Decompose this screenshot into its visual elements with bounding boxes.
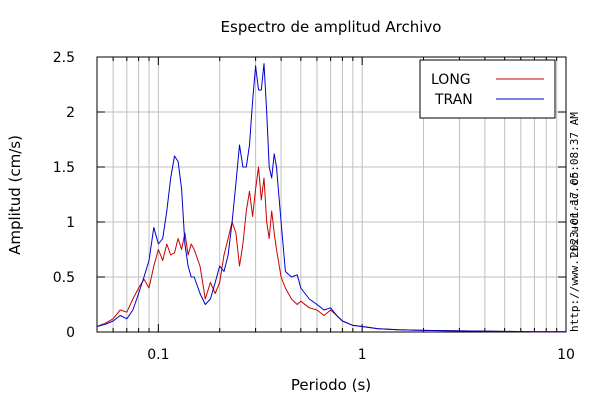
axis-ticks: 0 0.5 1 1.5 2 2.5 0.1 1 10 [53, 50, 575, 363]
y-tick-label: 1.5 [53, 160, 75, 176]
series-line-tran [96, 63, 567, 333]
y-tick-label: 0 [66, 325, 75, 341]
legend: LONG TRAN [419, 59, 556, 119]
x-tick-label: 0.1 [147, 347, 169, 363]
legend-box [419, 59, 556, 119]
y-axis-label: Amplitud (cm/s) [6, 135, 24, 255]
legend-label-long: LONG [431, 72, 471, 88]
chart-title: Espectro de amplitud Archivo [221, 18, 442, 36]
legend-label-tran: TRAN [434, 92, 473, 108]
y-tick-label: 2.5 [53, 50, 75, 66]
timestamp-label: 2023-01-17 05:08:37 AM [568, 112, 581, 258]
series-lines [96, 63, 567, 333]
y-tick-label: 2 [66, 105, 75, 121]
x-axis-label: Periodo (s) [291, 376, 371, 394]
y-tick-label: 0.5 [53, 270, 75, 286]
x-tick-label: 1 [358, 347, 367, 363]
source-url-label: http://www.lis.ucr.ac.cr [568, 173, 581, 332]
x-tick-label: 10 [557, 347, 575, 363]
series-line-long [96, 166, 567, 333]
plot-frame [96, 56, 567, 333]
y-tick-label: 1 [66, 215, 75, 231]
